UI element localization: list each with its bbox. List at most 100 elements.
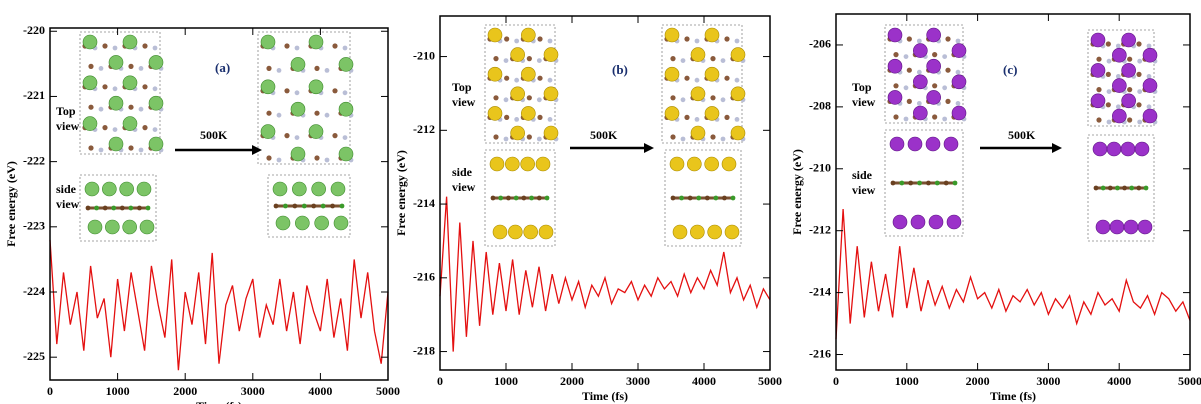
x-tick-label: 3000 bbox=[1036, 374, 1060, 388]
x-tick-label: 1000 bbox=[106, 384, 130, 398]
adatom bbox=[338, 146, 354, 162]
temperature-label: 500K bbox=[200, 128, 228, 142]
sheet-atom bbox=[85, 205, 91, 211]
atom-n bbox=[1137, 58, 1143, 64]
adatom bbox=[521, 106, 536, 121]
adatom bbox=[951, 43, 967, 58]
atom-c bbox=[526, 95, 532, 101]
adatom bbox=[946, 214, 962, 230]
adatom bbox=[338, 57, 354, 72]
temperature-label: 500K bbox=[590, 128, 618, 142]
atom-n bbox=[294, 45, 300, 51]
adatom bbox=[489, 156, 505, 172]
adatom bbox=[1134, 141, 1150, 157]
adatom bbox=[925, 136, 941, 152]
x-tick-label: 3000 bbox=[626, 374, 650, 388]
sheet-atom bbox=[273, 203, 279, 209]
adatom bbox=[292, 181, 307, 197]
atom-n bbox=[903, 54, 909, 59]
sheet-atom bbox=[1115, 185, 1120, 191]
sheet-atom bbox=[119, 205, 125, 211]
inset-box bbox=[257, 31, 351, 165]
atom-n bbox=[942, 54, 948, 59]
x-axis-label: Time (fs) bbox=[196, 399, 242, 404]
x-tick-label: 4000 bbox=[692, 374, 716, 388]
adatom bbox=[295, 215, 310, 231]
y-axis-label: Free energy (eV) bbox=[790, 149, 804, 235]
sheet-atom bbox=[330, 203, 335, 209]
adatom bbox=[672, 224, 688, 240]
adatom bbox=[926, 58, 941, 74]
atom-n bbox=[1106, 58, 1112, 64]
x-axis-label: Time (fs) bbox=[990, 389, 1036, 403]
atom-n bbox=[98, 66, 104, 71]
atom-n bbox=[152, 45, 158, 51]
atom-n bbox=[1146, 43, 1152, 49]
sheet-atom bbox=[339, 203, 345, 209]
y-tick-label: -225 bbox=[23, 349, 45, 363]
sheet-atom bbox=[529, 195, 534, 201]
sheet-atom bbox=[908, 180, 914, 186]
atom-c bbox=[724, 75, 730, 81]
inset-box bbox=[79, 174, 157, 242]
atom-n bbox=[903, 85, 909, 91]
atom-n bbox=[720, 58, 726, 63]
top-view-label: Top view bbox=[452, 80, 476, 109]
adatom bbox=[311, 181, 326, 197]
x-tick-label: 2000 bbox=[560, 374, 584, 388]
sheet-atom bbox=[513, 195, 519, 201]
adatom bbox=[1109, 219, 1125, 235]
adatom bbox=[84, 181, 100, 197]
adatom bbox=[913, 74, 928, 90]
atom-c bbox=[493, 134, 499, 140]
atom-n bbox=[734, 117, 740, 122]
atom-c bbox=[932, 83, 938, 89]
panel-label: (b) bbox=[612, 62, 628, 77]
adatom bbox=[487, 106, 503, 121]
adatom bbox=[704, 156, 719, 172]
sheet-atom bbox=[94, 205, 99, 211]
sheet-atom bbox=[498, 195, 504, 201]
atom-n bbox=[547, 117, 553, 122]
sheet-atom bbox=[679, 195, 684, 201]
adatom bbox=[907, 136, 923, 152]
sheet-atom bbox=[1122, 185, 1127, 191]
atom-n bbox=[694, 38, 700, 44]
sheet-atom bbox=[137, 205, 142, 211]
adatom bbox=[1106, 141, 1122, 157]
atom-c bbox=[1105, 71, 1111, 77]
atom-c bbox=[1105, 41, 1111, 47]
atom-n bbox=[324, 112, 330, 118]
atom-c bbox=[88, 104, 94, 110]
y-tick-label: -224 bbox=[23, 284, 45, 298]
adatom bbox=[704, 106, 720, 121]
atom-n bbox=[503, 97, 509, 103]
y-tick-label: -214 bbox=[809, 284, 831, 298]
adatom bbox=[724, 224, 740, 240]
adatom bbox=[1123, 219, 1139, 235]
atom-c bbox=[1136, 41, 1142, 47]
atom-n bbox=[342, 90, 348, 96]
adatom bbox=[1112, 78, 1127, 93]
atom-n bbox=[536, 136, 542, 142]
adatom bbox=[108, 55, 124, 70]
plot-frame bbox=[49, 27, 389, 381]
adatom bbox=[122, 116, 138, 131]
panel-label: (a) bbox=[215, 60, 231, 75]
atom-c bbox=[945, 98, 951, 104]
sheet-atom bbox=[311, 203, 317, 209]
adatom bbox=[690, 47, 706, 62]
adatom bbox=[1095, 219, 1111, 235]
x-axis-label: Time (fs) bbox=[582, 389, 628, 403]
adatom bbox=[926, 27, 941, 43]
adatom bbox=[1090, 32, 1106, 48]
sheet-atom bbox=[704, 195, 710, 201]
atom-c bbox=[284, 133, 290, 139]
adatom bbox=[889, 136, 905, 152]
top-view-label: Top view bbox=[852, 80, 876, 109]
adatom bbox=[338, 101, 354, 117]
x-tick-label: 5000 bbox=[758, 374, 782, 388]
atom-n bbox=[514, 77, 520, 83]
adatom bbox=[105, 219, 120, 235]
atom-c bbox=[893, 83, 899, 89]
